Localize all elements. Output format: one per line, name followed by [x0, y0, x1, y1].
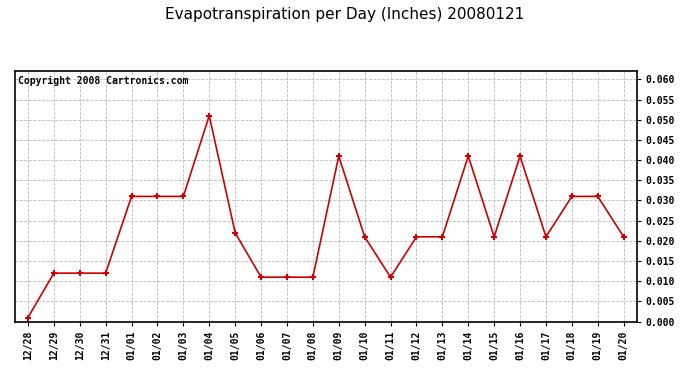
Text: Copyright 2008 Cartronics.com: Copyright 2008 Cartronics.com [18, 76, 188, 86]
Text: Evapotranspiration per Day (Inches) 20080121: Evapotranspiration per Day (Inches) 2008… [166, 8, 524, 22]
